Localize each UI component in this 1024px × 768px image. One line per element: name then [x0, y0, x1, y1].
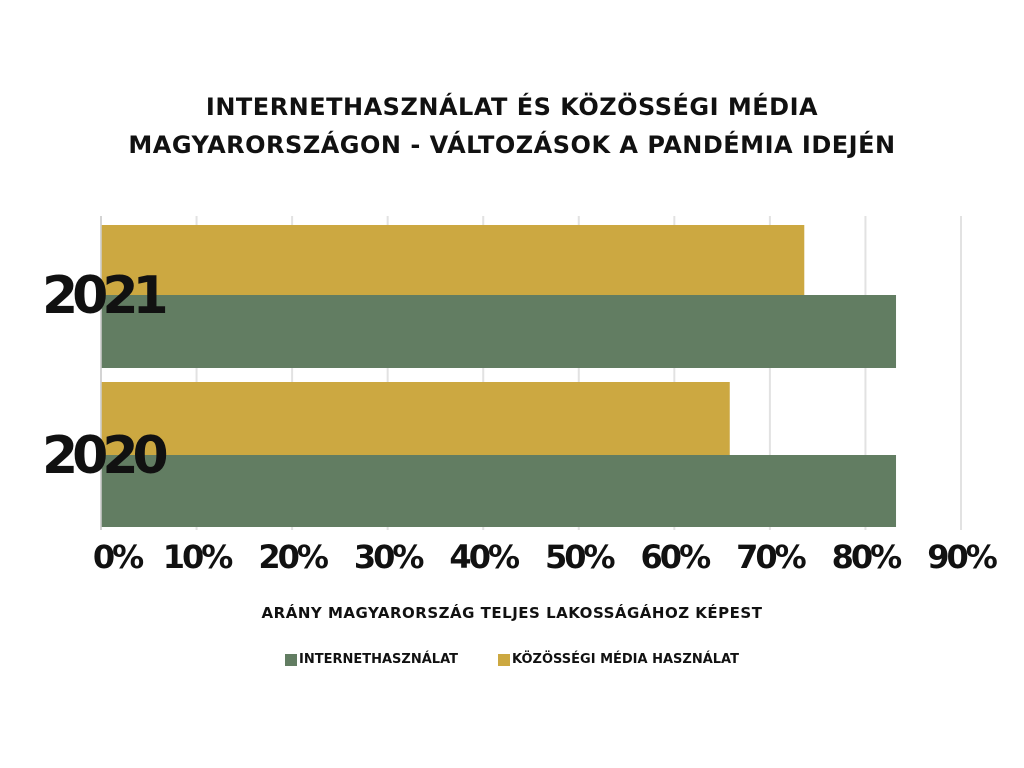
legend-label-internet: INTERNETHASZNÁLAT — [299, 652, 458, 667]
x-tick-label: 0% — [93, 538, 144, 576]
x-tick-label: 80% — [832, 538, 903, 576]
legend-item-internet: INTERNETHASZNÁLAT — [285, 652, 458, 667]
x-tick-label: 90% — [927, 538, 998, 576]
chart-title: INTERNETHASZNÁLAT ÉS KÖZÖSSÉGI MÉDIA MAG… — [0, 88, 1024, 164]
chart-title-line-1: INTERNETHASZNÁLAT ÉS KÖZÖSSÉGI MÉDIA — [205, 93, 819, 121]
bar-2021-internet — [101, 295, 897, 368]
chart-title-line-2: MAGYARORSZÁGON - VÁLTOZÁSOK A PANDÉMIA I… — [128, 131, 896, 159]
x-tick-label: 60% — [641, 538, 712, 576]
x-tick-label: 30% — [354, 538, 425, 576]
legend-swatch-internet — [285, 653, 298, 666]
legend: INTERNETHASZNÁLAT KÖZÖSSÉGI MÉDIA HASZNÁ… — [0, 652, 1024, 667]
x-tick-label: 70% — [736, 538, 807, 576]
category-label-2021: 2021 — [42, 266, 166, 326]
bar-chart: 2021 2020 0% 10% 20% 30% 40% 50% 60% 70% 80% 90% — [42, 216, 1001, 576]
x-tick-label: 50% — [545, 538, 616, 576]
legend-swatch-social — [498, 653, 510, 666]
legend-item-social: KÖZÖSSÉGI MÉDIA HASZNÁLAT — [498, 652, 739, 667]
x-tick-label: 10% — [163, 538, 234, 576]
bar-2020-internet — [101, 455, 897, 527]
x-tick-label: 40% — [449, 538, 520, 576]
legend-label-social: KÖZÖSSÉGI MÉDIA HASZNÁLAT — [512, 652, 739, 667]
bar-2021-social-media — [101, 225, 805, 295]
bar-2020-social-media — [101, 382, 730, 455]
x-tick-label: 20% — [258, 538, 329, 576]
category-label-2020: 2020 — [42, 426, 167, 486]
x-axis-label: ARÁNY MAGYARORSZÁG TELJES LAKOSSÁGÁHOZ K… — [261, 604, 763, 622]
